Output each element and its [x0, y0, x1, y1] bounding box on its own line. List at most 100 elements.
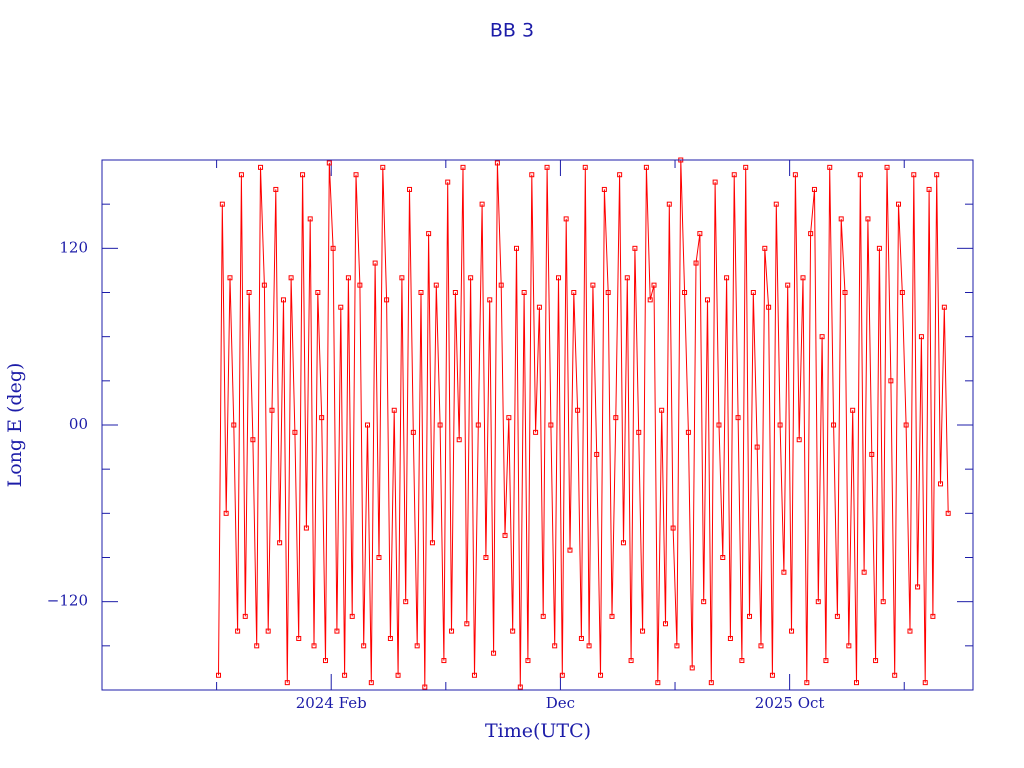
data-point	[716, 422, 722, 428]
y-axis-label: Long E (deg)	[4, 363, 26, 488]
data-point	[399, 275, 405, 281]
data-point	[670, 525, 676, 531]
data-point	[319, 415, 325, 421]
data-point	[498, 282, 504, 288]
data-point	[754, 444, 760, 450]
data-point	[384, 297, 390, 303]
data-point	[491, 650, 497, 656]
data-point	[216, 672, 222, 678]
data-point	[311, 643, 317, 649]
data-point	[938, 481, 944, 487]
data-point	[651, 282, 657, 288]
data-point	[831, 422, 837, 428]
data-point	[869, 451, 875, 457]
data-point	[708, 680, 714, 686]
data-point	[792, 172, 798, 178]
data-point	[586, 643, 592, 649]
data-point	[781, 569, 787, 575]
data-point	[540, 613, 546, 619]
data-point	[441, 658, 447, 664]
data-point	[934, 172, 940, 178]
data-point	[846, 643, 852, 649]
data-point	[693, 260, 699, 266]
data-point	[594, 451, 600, 457]
data-point	[930, 613, 936, 619]
data-point	[697, 231, 703, 237]
data-point	[391, 407, 397, 413]
data-point	[288, 275, 294, 281]
data-point	[315, 290, 321, 295]
data-point	[762, 245, 768, 251]
x-tick-label: 2024 Feb	[296, 694, 367, 712]
data-point	[888, 378, 894, 384]
data-point	[747, 613, 753, 619]
data-point	[475, 422, 481, 428]
data-point	[926, 186, 932, 192]
data-point	[884, 164, 890, 170]
data-point	[353, 172, 359, 178]
data-point	[842, 290, 848, 295]
data-point	[915, 584, 921, 590]
data-point	[368, 680, 374, 686]
data-point	[277, 540, 283, 546]
data-point	[372, 260, 378, 266]
data-point	[731, 172, 737, 178]
data-point	[674, 643, 680, 649]
data-point	[533, 429, 539, 435]
data-point	[601, 186, 607, 192]
data-point	[685, 429, 691, 435]
data-point	[735, 415, 741, 421]
data-point	[575, 407, 581, 413]
data-point	[617, 172, 623, 178]
data-point	[357, 282, 363, 288]
plot-frame	[101, 159, 974, 691]
data-point	[815, 599, 821, 605]
y-tick-label: 120	[59, 238, 88, 256]
data-point	[773, 201, 779, 207]
data-point	[365, 422, 371, 428]
x-tick-label: Dec	[546, 694, 575, 712]
data-point	[743, 164, 749, 170]
data-point	[758, 643, 764, 649]
data-point	[559, 672, 565, 678]
data-point	[666, 201, 672, 207]
data-point	[892, 672, 898, 678]
data-point	[876, 245, 882, 251]
data-point	[643, 164, 649, 170]
data-point	[605, 290, 611, 295]
data-point	[284, 680, 290, 686]
data-point	[789, 628, 795, 634]
data-point	[395, 672, 401, 678]
data-point	[376, 555, 382, 560]
data-point	[865, 216, 871, 222]
data-point	[231, 422, 237, 428]
data-point	[414, 643, 420, 649]
data-point	[750, 290, 756, 295]
data-point	[433, 282, 439, 288]
data-point	[223, 510, 229, 516]
data-point	[322, 658, 328, 664]
data-point	[800, 275, 806, 281]
data-point	[903, 422, 909, 428]
data-point	[219, 201, 225, 207]
data-point	[471, 672, 477, 678]
data-point	[238, 172, 244, 178]
data-point	[227, 275, 233, 281]
data-point	[326, 160, 332, 166]
data-point	[361, 643, 367, 649]
data-point	[624, 275, 630, 281]
y-tick-label: 00	[69, 415, 88, 433]
data-point	[682, 290, 688, 295]
data-point	[449, 628, 455, 634]
y-tick-label: −120	[47, 592, 88, 610]
data-point	[296, 635, 302, 641]
data-point	[513, 245, 519, 251]
data-point	[689, 665, 695, 671]
data-point	[246, 290, 252, 295]
data-point	[506, 415, 512, 421]
data-point	[941, 304, 947, 310]
data-point	[712, 179, 718, 185]
data-point	[823, 658, 829, 664]
data-point	[254, 643, 260, 649]
data-point	[300, 172, 306, 178]
